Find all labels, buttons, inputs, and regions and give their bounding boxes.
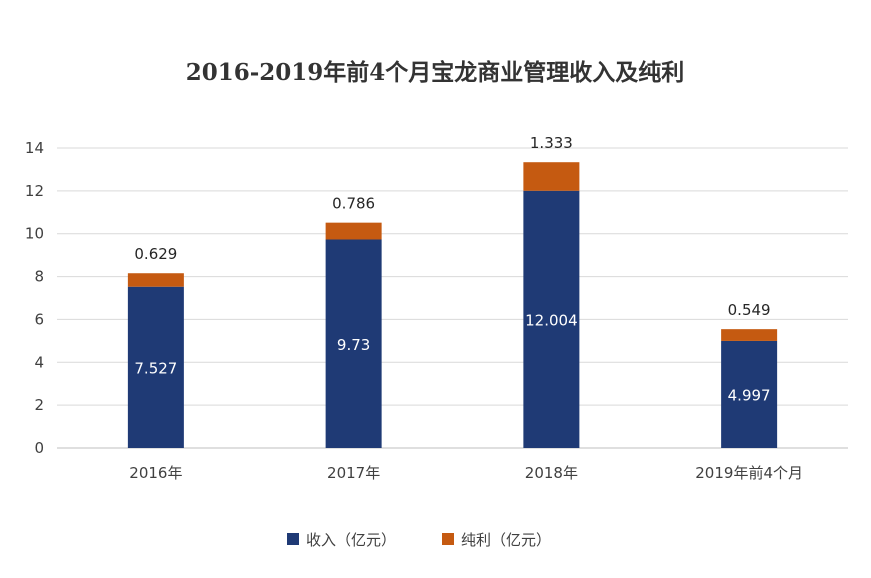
data-labels: 7.527 0.629 9.73 0.786 12.004 1.333 4.997 0.549 xyxy=(134,134,770,404)
chart-title: 2016-2019年前4个月宝龙商业管理收入及纯利 xyxy=(186,59,685,86)
data-label-revenue: 4.997 xyxy=(728,386,771,404)
legend-swatch-profit xyxy=(442,533,454,545)
legend-label-profit: 纯利（亿元） xyxy=(461,531,551,549)
y-tick-label: 10 xyxy=(25,225,44,243)
data-label-profit: 0.629 xyxy=(134,245,177,263)
legend-label-revenue: 收入（亿元） xyxy=(306,531,396,549)
x-tick-label: 2019年前4个月 xyxy=(695,464,803,482)
data-label-revenue: 9.73 xyxy=(337,336,370,354)
x-axis-ticks: 2016年 2017年 2018年 2019年前4个月 xyxy=(129,464,803,482)
y-tick-label: 6 xyxy=(34,310,44,328)
bar-revenue xyxy=(127,286,184,448)
gridlines xyxy=(57,147,848,449)
bar-revenue xyxy=(325,239,382,448)
y-tick-label: 0 xyxy=(34,439,44,457)
y-tick-label: 12 xyxy=(25,182,44,200)
bar-profit xyxy=(721,329,778,341)
data-label-profit: 1.333 xyxy=(530,134,573,152)
data-label-profit: 0.549 xyxy=(728,301,771,319)
x-tick-label: 2017年 xyxy=(327,464,380,482)
bar-profit xyxy=(127,273,184,287)
x-tick-label: 2016年 xyxy=(129,464,182,482)
bars xyxy=(127,162,778,448)
y-tick-label: 8 xyxy=(34,268,44,286)
bar-profit xyxy=(325,222,382,240)
bar-profit xyxy=(523,162,580,191)
legend-swatch-revenue xyxy=(287,533,299,545)
y-tick-label: 4 xyxy=(34,353,44,371)
data-label-revenue: 12.004 xyxy=(525,311,578,329)
legend: 收入（亿元） 纯利（亿元） xyxy=(287,531,551,549)
y-tick-label: 14 xyxy=(25,139,44,157)
y-tick-label: 2 xyxy=(34,396,44,414)
y-axis-ticks: 0 2 4 6 8 10 12 14 xyxy=(25,139,44,457)
data-label-revenue: 7.527 xyxy=(134,359,177,377)
bar-revenue xyxy=(523,190,580,448)
data-label-profit: 0.786 xyxy=(332,195,375,213)
x-tick-label: 2018年 xyxy=(525,464,578,482)
bar-revenue xyxy=(721,340,778,448)
